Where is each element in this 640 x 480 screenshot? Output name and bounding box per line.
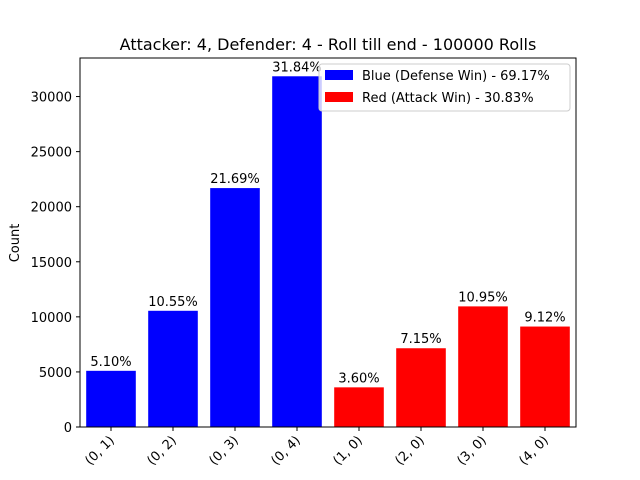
- x-tick-label-2: (0, 3): [207, 433, 242, 468]
- legend-swatch-red: [325, 92, 353, 102]
- legend-label-red: Red (Attack Win) - 30.83%: [362, 91, 534, 106]
- legend-label-blue: Blue (Defense Win) - 69.17%: [362, 69, 550, 84]
- legend-swatch-blue: [325, 70, 353, 80]
- y-tick-label-0: 0: [64, 421, 72, 436]
- y-tick-label-1: 5000: [39, 366, 72, 381]
- legend-box: [318, 63, 571, 112]
- x-tick-label-3: (0, 4): [269, 433, 304, 468]
- bar-4: [334, 387, 384, 427]
- x-tick-label-1: (0, 2): [145, 433, 180, 468]
- data-label-0: 5.10%: [90, 355, 131, 370]
- y-tick-label-5: 25000: [31, 146, 72, 161]
- bar-0: [86, 370, 136, 427]
- data-labels-group: 5.10% 10.55% 21.69% 31.84% 3.60% 7.15% 10.95% 9…: [90, 60, 565, 386]
- y-tick-label-6: 30000: [31, 91, 72, 106]
- data-label-2: 21.69%: [210, 172, 260, 187]
- legend: Blue (Defense Win) - 69.17% Red (Attack …: [318, 63, 571, 112]
- bar-2: [210, 188, 260, 427]
- data-label-1: 10.55%: [148, 295, 198, 310]
- y-axis-label: Count: [8, 224, 23, 263]
- data-label-6: 10.95%: [458, 290, 508, 305]
- bar-7: [520, 326, 570, 427]
- chart-title: Attacker: 4, Defender: 4 - Roll till end…: [120, 35, 537, 54]
- bar-6: [458, 306, 508, 427]
- data-label-3: 31.84%: [272, 60, 322, 75]
- x-tick-label-4: (1, 0): [331, 433, 366, 468]
- data-label-7: 9.12%: [524, 311, 565, 326]
- x-axis: (0, 1) (0, 2) (0, 3) (0, 4) (1, 0) (2, 0) (3, …: [83, 427, 552, 469]
- y-tick-label-3: 15000: [31, 256, 72, 271]
- y-tick-label-2: 10000: [31, 311, 72, 326]
- x-tick-label-0: (0, 1): [83, 433, 118, 468]
- bar-5: [396, 348, 446, 427]
- bars-group: [86, 76, 570, 427]
- data-label-5: 7.15%: [400, 332, 441, 347]
- x-tick-label-7: (4, 0): [517, 433, 552, 468]
- data-label-4: 3.60%: [338, 371, 379, 386]
- bar-1: [148, 310, 198, 427]
- x-tick-label-5: (2, 0): [393, 433, 428, 468]
- y-axis: 0 5000 10000 15000 20000 25000 30000: [31, 91, 80, 436]
- y-tick-label-4: 20000: [31, 201, 72, 216]
- bar-3: [272, 76, 322, 427]
- plot-frame: [79, 57, 577, 428]
- x-tick-label-6: (3, 0): [455, 433, 490, 468]
